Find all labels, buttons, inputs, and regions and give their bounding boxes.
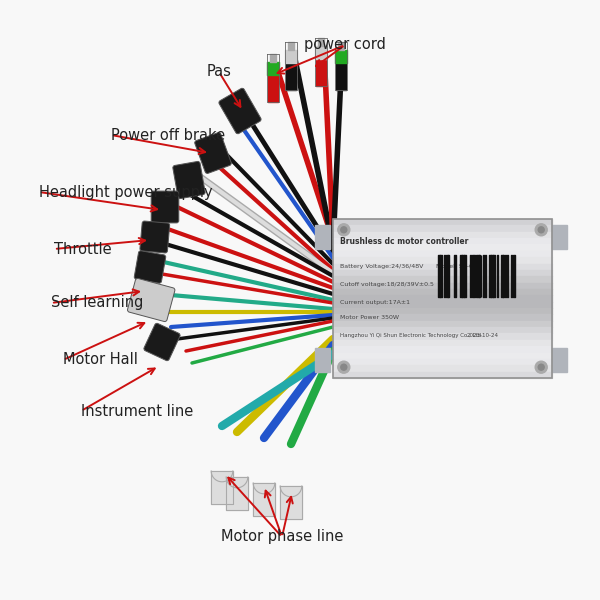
Text: Throttle: Throttle [54, 241, 112, 257]
Text: Motor Hall: Motor Hall [63, 352, 138, 367]
FancyBboxPatch shape [151, 191, 179, 223]
Circle shape [538, 227, 544, 233]
FancyBboxPatch shape [140, 221, 170, 253]
Text: power cord: power cord [304, 37, 386, 52]
Bar [315, 348, 330, 372]
Circle shape [341, 364, 347, 370]
Text: Instrument line: Instrument line [81, 404, 193, 419]
Text: Model: S6-61: Model: S6-61 [436, 264, 477, 269]
Circle shape [535, 361, 547, 373]
FancyBboxPatch shape [194, 133, 232, 173]
Text: Current output:17A±1: Current output:17A±1 [340, 300, 410, 305]
Circle shape [338, 224, 350, 236]
Text: Headlight power supply: Headlight power supply [39, 185, 212, 199]
Circle shape [538, 364, 544, 370]
Text: 2023-10-24: 2023-10-24 [466, 333, 498, 338]
FancyBboxPatch shape [173, 161, 205, 199]
Text: Brushless dc motor controller: Brushless dc motor controller [340, 237, 469, 246]
Bar [552, 348, 567, 372]
Text: Motor Power 350W: Motor Power 350W [340, 315, 399, 320]
Bar [552, 225, 567, 249]
Text: Pas: Pas [206, 64, 232, 79]
Bar [333, 219, 552, 378]
Text: Motor phase line: Motor phase line [221, 529, 343, 545]
Text: Power off brake: Power off brake [111, 127, 225, 142]
Text: Hangzhou Yi Qi Shun Electronic Technology Co., Ltd.: Hangzhou Yi Qi Shun Electronic Technolog… [340, 333, 483, 338]
Circle shape [535, 224, 547, 236]
Bar [315, 225, 330, 249]
FancyBboxPatch shape [134, 251, 166, 283]
Circle shape [338, 361, 350, 373]
FancyBboxPatch shape [144, 323, 180, 361]
Text: Self learning: Self learning [51, 295, 143, 311]
Circle shape [341, 227, 347, 233]
FancyBboxPatch shape [219, 88, 261, 134]
Text: Battery Voltage:24/36/48V: Battery Voltage:24/36/48V [340, 264, 424, 269]
FancyBboxPatch shape [127, 278, 175, 322]
Text: Cutoff voltage:18/28/39V±0.5: Cutoff voltage:18/28/39V±0.5 [340, 282, 434, 287]
